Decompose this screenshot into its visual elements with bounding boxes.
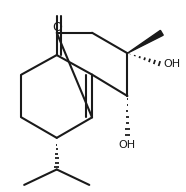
Text: OH: OH: [119, 140, 136, 150]
Text: O: O: [52, 21, 62, 34]
Text: OH: OH: [164, 59, 181, 69]
Polygon shape: [127, 30, 163, 53]
